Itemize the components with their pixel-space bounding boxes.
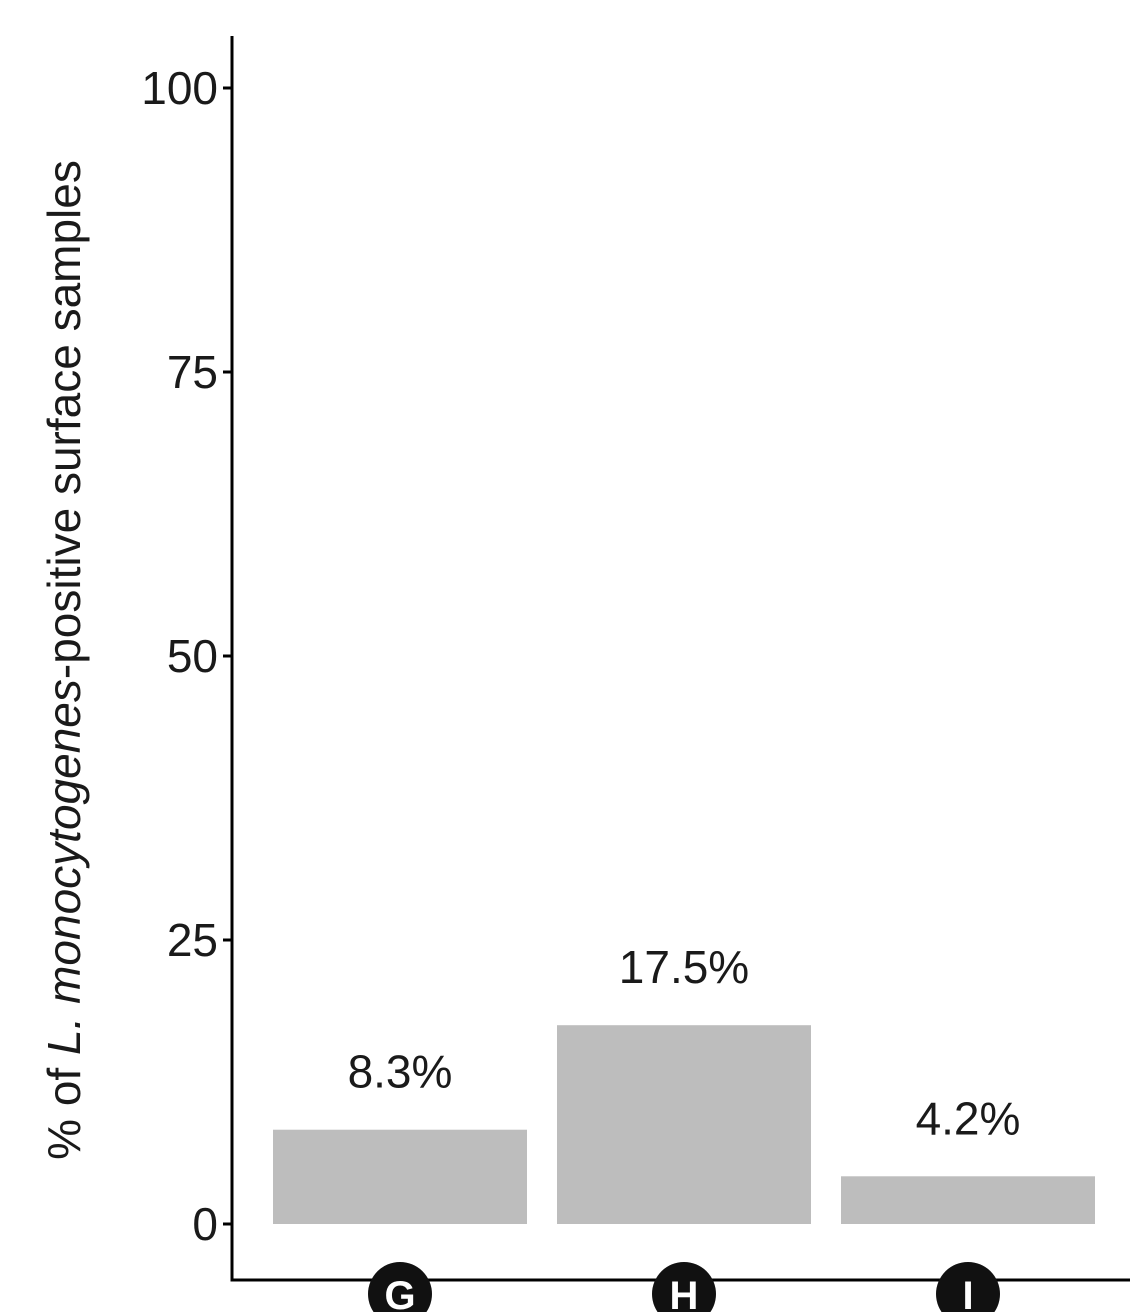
data-label: 4.2% [916,1092,1021,1144]
bar [841,1176,1095,1224]
y-axis-title-prefix: % of [38,1055,90,1160]
data-label: 8.3% [348,1046,453,1098]
y-tick-label: 0 [192,1198,218,1250]
category-label: G [384,1274,415,1312]
y-axis-title-suffix: -positive surface samples [38,160,90,679]
category-marker [652,1262,716,1312]
y-axis-title-italic: L. monocytogenes [38,679,90,1055]
plot-area: 0 25 50 75 100 8.3% G 17.5% H 4.2% I [141,36,1130,1312]
category-marker [936,1262,1000,1312]
category-label: H [670,1274,699,1312]
y-axis-title-group: % of L. monocytogenes-positive surface s… [38,160,90,1160]
category-marker [368,1262,432,1312]
data-label: 17.5% [619,941,749,993]
bar [557,1025,811,1224]
y-tick-label: 25 [167,914,218,966]
y-tick-label: 75 [167,346,218,398]
y-axis-title: % of L. monocytogenes-positive surface s… [38,160,90,1160]
bar [273,1129,527,1224]
y-tick-label: 100 [141,62,218,114]
category-label: I [962,1274,973,1312]
y-tick-label: 50 [167,630,218,682]
